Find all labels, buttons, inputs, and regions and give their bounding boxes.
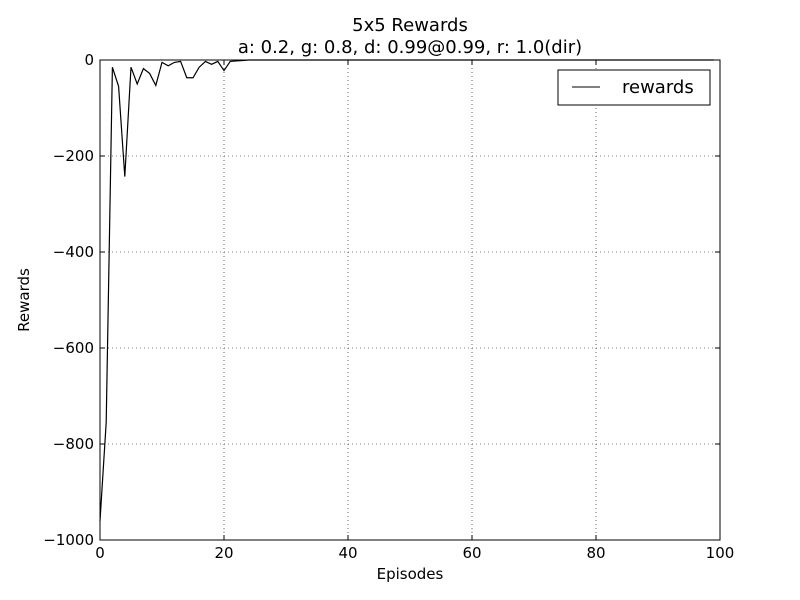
legend-label: rewards	[622, 77, 694, 98]
y-tick-label: −400	[53, 243, 94, 261]
y-tick-label: −600	[53, 339, 94, 357]
x-axis-label: Episodes	[377, 565, 444, 583]
chart-title: 5x5 Rewards	[352, 15, 468, 36]
y-tick-label: −200	[53, 147, 94, 165]
y-tick-label: 0	[84, 51, 94, 69]
x-tick-label: 0	[95, 544, 105, 562]
y-tick-label: −800	[53, 435, 94, 453]
y-axis-label: Rewards	[15, 268, 33, 332]
y-tick-label: −1000	[43, 531, 94, 549]
x-tick-label: 80	[586, 544, 605, 562]
ticks: 0 20 40 60 80 100 0 −200 −400 −600 −800 −1000	[43, 51, 734, 562]
plot-frame	[99, 59, 721, 541]
x-tick-label: 100	[706, 544, 735, 562]
grid-lines	[100, 60, 720, 540]
legend: rewards	[557, 69, 711, 106]
x-tick-label: 60	[462, 544, 481, 562]
chart-subtitle: a: 0.2, g: 0.8, d: 0.99@0.99, r: 1.0(dir…	[238, 37, 582, 58]
x-tick-label: 20	[214, 544, 233, 562]
x-tick-label: 40	[338, 544, 357, 562]
